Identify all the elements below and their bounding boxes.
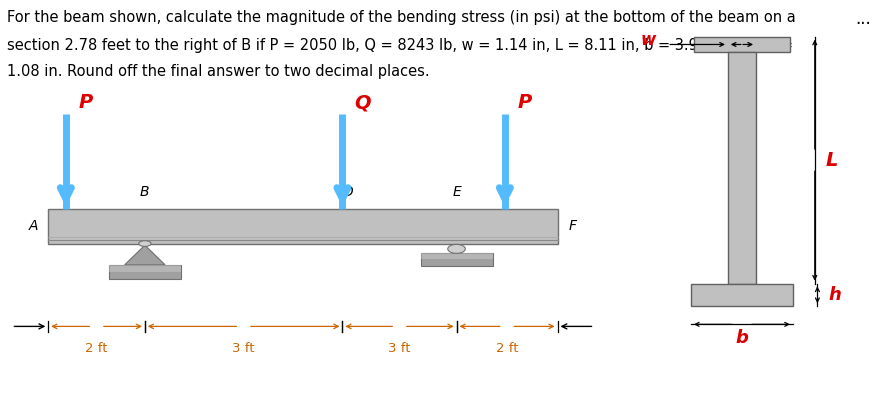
Text: P: P [78,93,92,112]
Text: D: D [342,185,353,199]
Ellipse shape [447,244,465,253]
Bar [420,253,492,259]
Text: 2 ft: 2 ft [496,342,517,355]
Text: 2 ft: 2 ft [85,342,108,355]
Text: For the beam shown, calculate the magnitude of the bending stress (in psi) at th: For the beam shown, calculate the magnit… [7,10,795,25]
Text: 3 ft: 3 ft [388,342,410,355]
Text: P: P [517,93,531,112]
Bar [48,209,557,244]
Text: B: B [140,185,149,199]
Text: h: h [827,286,840,304]
Text: E: E [452,185,460,199]
Bar [690,284,792,306]
Bar [420,253,492,266]
Bar [727,52,755,284]
Text: 3 ft: 3 ft [232,342,254,355]
Text: L: L [824,151,837,170]
Polygon shape [125,245,165,265]
Bar [109,265,181,279]
Bar [693,37,789,52]
Circle shape [139,241,151,246]
Text: b: b [735,329,747,347]
Text: ...: ... [854,10,870,28]
Text: Q: Q [354,93,371,112]
Text: F: F [568,220,576,233]
Text: 1.08 in. Round off the final answer to two decimal places.: 1.08 in. Round off the final answer to t… [7,64,429,79]
Text: section 2.78 feet to the right of B if P = 2050 lb, Q = 8243 lb, w = 1.14 in, L : section 2.78 feet to the right of B if P… [7,38,792,53]
Bar [109,265,181,272]
Text: A: A [28,220,38,233]
Text: w: w [640,31,656,49]
